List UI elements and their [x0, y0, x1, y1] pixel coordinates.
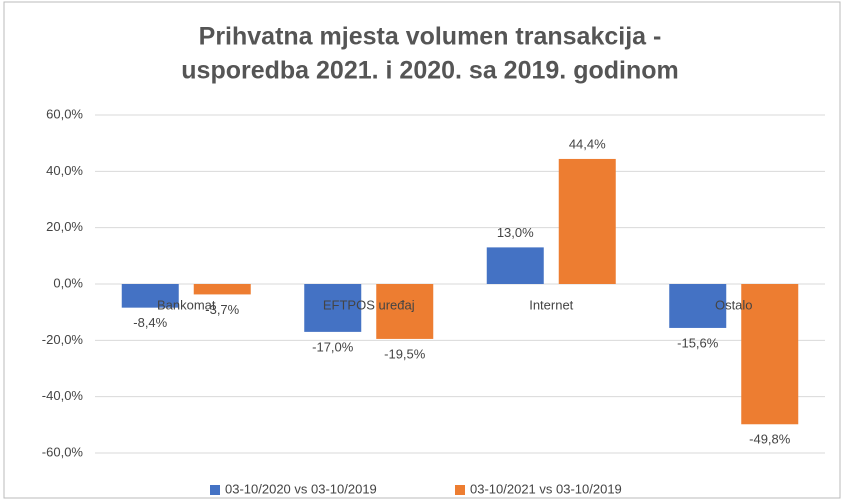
data-label: 13,0%	[497, 225, 534, 240]
data-label: -49,8%	[749, 432, 791, 447]
legend-swatch	[210, 485, 220, 495]
data-label: 44,4%	[569, 136, 606, 151]
bar	[193, 284, 251, 295]
chart-title: Prihvatna mjesta volumen transakcija -	[199, 23, 662, 51]
bar	[558, 158, 616, 284]
y-tick-label: -40,0%	[42, 388, 84, 403]
bar	[121, 284, 179, 308]
data-label: -15,6%	[677, 335, 719, 350]
y-tick-label: 60,0%	[46, 106, 83, 121]
bar	[741, 284, 799, 425]
legend-swatch	[455, 485, 465, 495]
data-label: -3,7%	[205, 302, 239, 317]
data-label: -19,5%	[384, 346, 426, 361]
bar	[304, 284, 362, 332]
x-tick-label: Ostalo	[715, 297, 753, 312]
chart-frame	[3, 1, 841, 499]
y-tick-label: 20,0%	[46, 219, 83, 234]
bar	[376, 284, 434, 339]
bar	[486, 247, 544, 284]
x-tick-label: Internet	[529, 297, 573, 312]
y-tick-label: -20,0%	[42, 332, 84, 347]
x-tick-label: EFTPOS uređaj	[323, 297, 415, 312]
y-tick-label: 0,0%	[53, 275, 83, 290]
legend-label: 03-10/2020 vs 03-10/2019	[225, 481, 377, 496]
bar	[669, 284, 727, 328]
data-label: -8,4%	[133, 315, 167, 330]
y-tick-label: 40,0%	[46, 163, 83, 178]
y-tick-label: -60,0%	[42, 444, 84, 459]
data-label: -17,0%	[312, 339, 354, 354]
chart-title: usporedba 2021. i 2020. sa 2019. godinom	[181, 57, 678, 85]
x-tick-label: Bankomat	[157, 297, 216, 312]
legend-label: 03-10/2021 vs 03-10/2019	[470, 481, 622, 496]
